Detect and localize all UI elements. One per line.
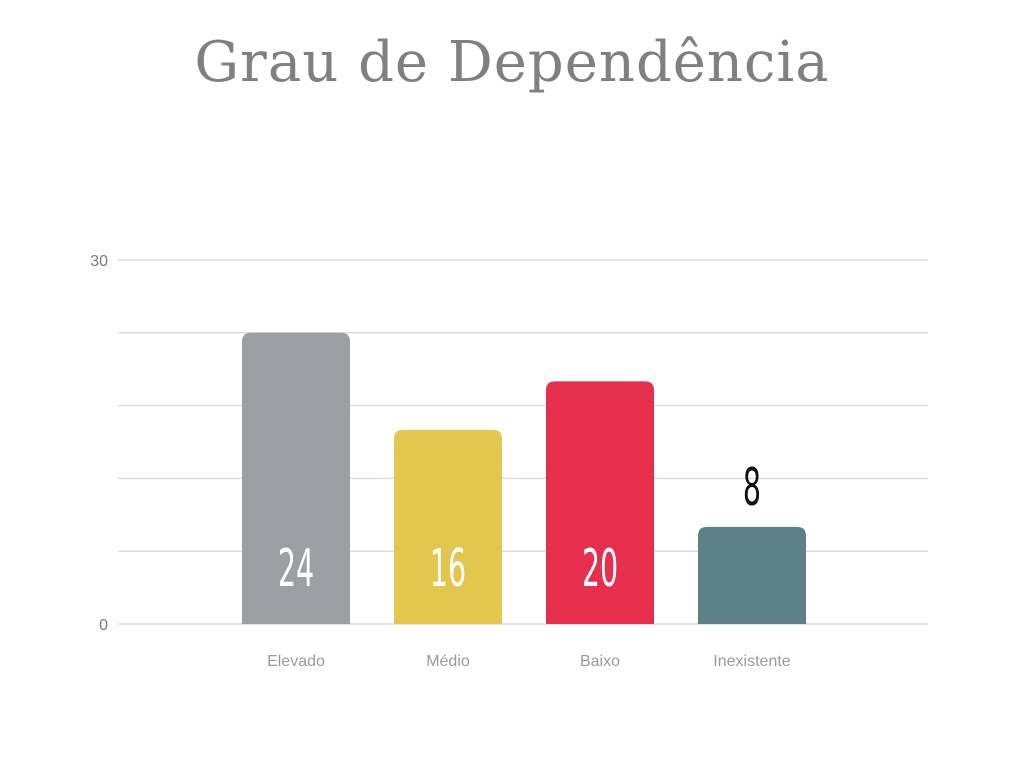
bar-elevado xyxy=(242,332,350,624)
bar-baixo xyxy=(546,381,654,624)
bar-médio xyxy=(394,429,502,624)
x-tick-label: Elevado xyxy=(267,653,325,670)
x-tick-label: Médio xyxy=(426,653,470,670)
x-tick-label: Inexistente xyxy=(713,653,790,670)
value-label: 8 xyxy=(743,457,761,518)
value-label: 16 xyxy=(430,538,466,599)
value-label: 20 xyxy=(582,538,618,599)
value-label: 24 xyxy=(278,538,314,599)
bar-inexistente xyxy=(698,526,806,624)
y-tick-label: 30 xyxy=(90,253,108,270)
y-tick-label: 0 xyxy=(99,617,108,634)
x-tick-label: Baixo xyxy=(580,653,620,670)
chart-title: Grau de Dependência xyxy=(194,30,830,95)
